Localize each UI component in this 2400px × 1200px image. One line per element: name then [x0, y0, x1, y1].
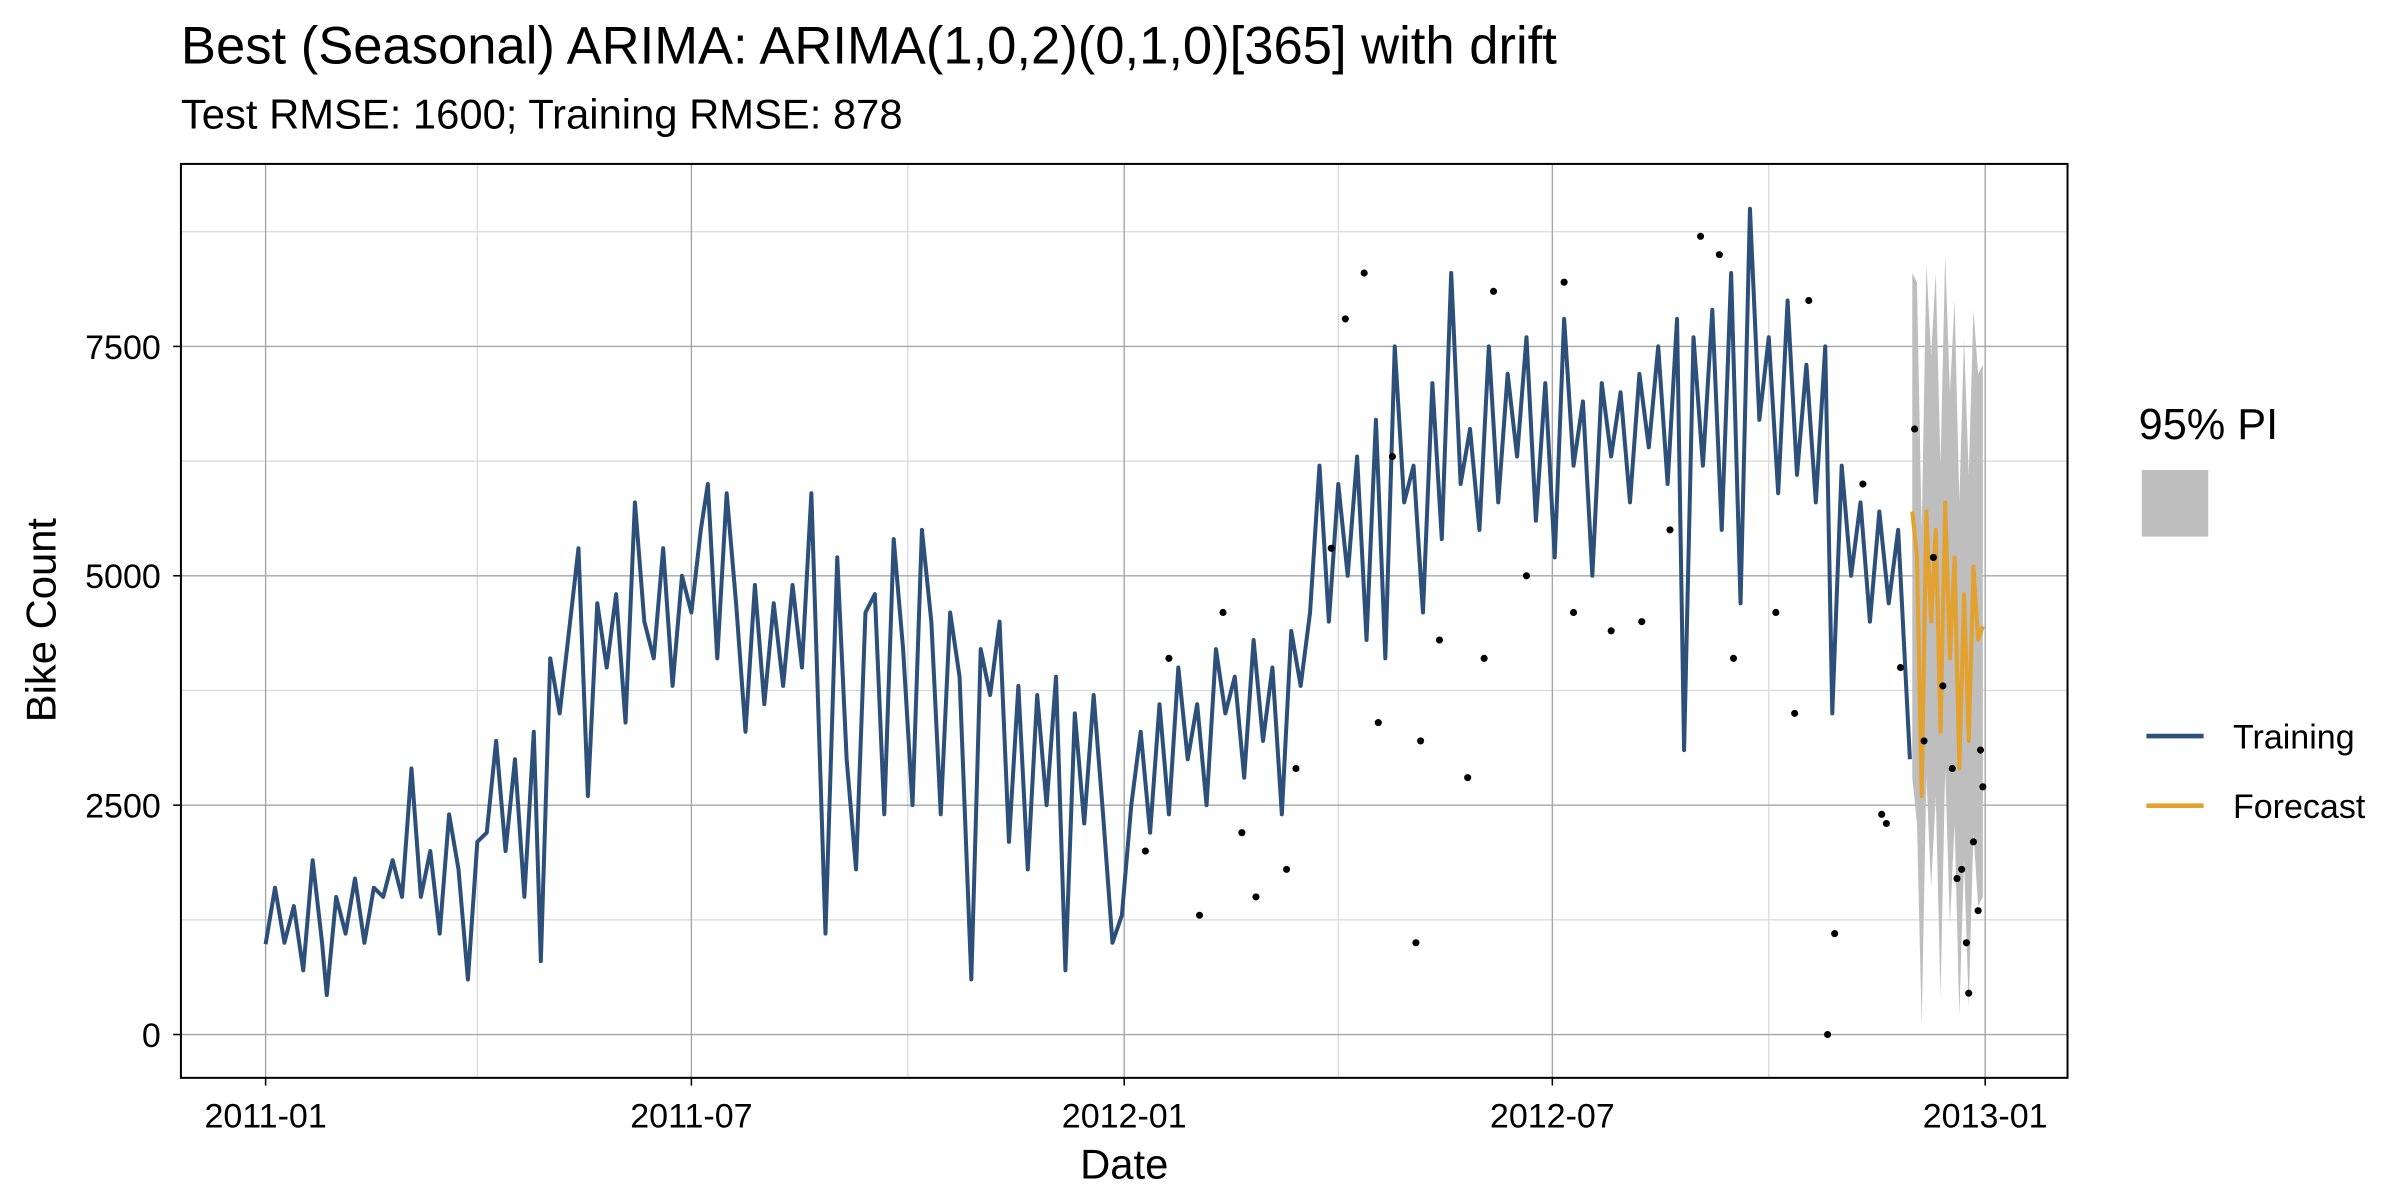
- actual-point: [1341, 315, 1349, 323]
- y-tick-label: 5000: [85, 558, 161, 596]
- actual-point: [1141, 847, 1149, 855]
- actual-point: [1939, 682, 1947, 690]
- x-tick-label: 2011-07: [630, 1097, 752, 1135]
- y-axis-label: Bike Count: [18, 518, 65, 723]
- actual-point: [1976, 746, 1985, 754]
- actual-point: [1882, 819, 1890, 828]
- legend-band-key: [2141, 470, 2209, 537]
- series-line: [1910, 500, 1985, 798]
- actual-point: [1412, 939, 1420, 947]
- actual-point: [1958, 865, 1966, 873]
- actual-point: [1292, 764, 1300, 773]
- actual-point: [1831, 930, 1839, 938]
- actual-point: [1417, 737, 1425, 745]
- actual-point: [1962, 939, 1970, 947]
- actual-point: [1252, 893, 1260, 901]
- actual-point: [1979, 783, 1987, 791]
- actual-point: [1974, 907, 1982, 915]
- chart-title: Best (Seasonal) ARIMA: ARIMA(1,0,2)(0,1,…: [181, 16, 1557, 75]
- actual-point: [1969, 838, 1977, 846]
- y-tick-label: 7500: [85, 329, 161, 367]
- legend-label: Forecast: [2233, 788, 2366, 826]
- chart-subtitle: Test RMSE: 1600; Training RMSE: 878: [181, 90, 903, 137]
- legend-band-label: 95% PI: [2139, 401, 2279, 449]
- actual-point: [1948, 764, 1956, 773]
- actual-point: [1374, 719, 1382, 727]
- actual-point: [1878, 810, 1886, 818]
- actual-point: [1859, 480, 1867, 488]
- actual-point: [1388, 452, 1396, 461]
- actual-point: [1729, 654, 1738, 662]
- x-tick-label: 2013-01: [1923, 1097, 2048, 1135]
- actual-point: [1896, 663, 1905, 672]
- x-tick-label: 2012-01: [1062, 1097, 1187, 1135]
- actual-point: [1666, 526, 1674, 534]
- actual-point: [1953, 874, 1961, 883]
- actual-point: [1911, 425, 1919, 433]
- actual-point: [1489, 287, 1498, 295]
- actual-point: [1824, 1030, 1832, 1039]
- actual-point: [1772, 608, 1780, 617]
- actual-point: [1638, 618, 1646, 626]
- actual-point: [1560, 278, 1568, 286]
- series-line: [263, 206, 1912, 998]
- actual-point: [1920, 737, 1928, 745]
- panel-border: [179, 162, 2069, 1079]
- actual-point: [1327, 544, 1335, 552]
- actual-point: [1165, 654, 1173, 662]
- actual-point: [1696, 232, 1705, 240]
- actual-point: [1805, 296, 1813, 305]
- actual-point: [1791, 709, 1799, 717]
- actual-point: [1480, 654, 1488, 662]
- actual-point: [1282, 865, 1291, 873]
- actual-point: [1195, 911, 1204, 919]
- x-tick-label: 2011-01: [204, 1097, 326, 1135]
- actual-point: [1219, 608, 1227, 617]
- x-tick-label: 2012-07: [1490, 1097, 1615, 1135]
- actual-point: [1607, 627, 1615, 635]
- actual-point: [1435, 636, 1444, 644]
- x-axis-label: Date: [1080, 1140, 1168, 1187]
- actual-point: [1569, 608, 1578, 617]
- y-tick-label: 0: [142, 1017, 161, 1055]
- actual-point: [1522, 572, 1531, 580]
- actual-point: [1238, 829, 1246, 837]
- actual-point: [1715, 251, 1723, 259]
- actual-point: [1360, 269, 1368, 277]
- y-tick-label: 2500: [85, 788, 161, 826]
- actual-point: [1464, 774, 1472, 782]
- actual-point: [1929, 553, 1937, 561]
- actual-point: [1965, 989, 1973, 997]
- plot-layer: 0 2500 5000 7500 2011-01 2011-07 2012-01 2012-0…: [85, 163, 2068, 1135]
- legend-label: Training: [2233, 718, 2355, 756]
